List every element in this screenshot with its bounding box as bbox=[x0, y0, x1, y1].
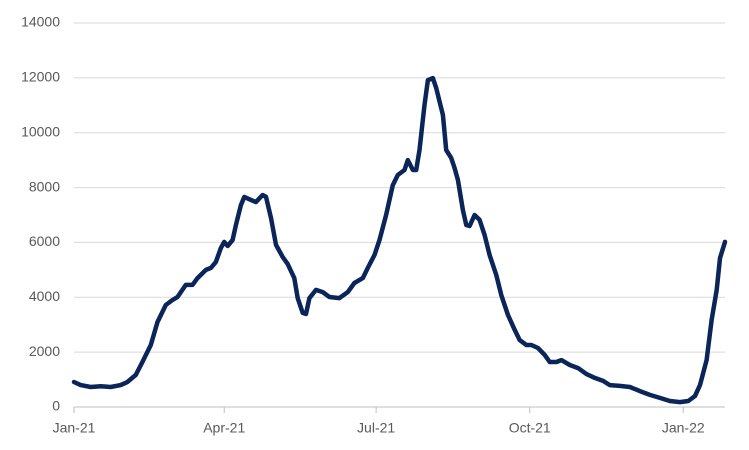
y-tick-label: 4000 bbox=[29, 288, 60, 304]
x-tick-label: Oct-21 bbox=[509, 420, 551, 436]
y-tick-label: 14000 bbox=[21, 14, 60, 30]
y-tick-label: 2000 bbox=[29, 343, 60, 359]
line-series bbox=[71, 75, 728, 405]
x-tick-label: Jan-22 bbox=[662, 420, 705, 436]
x-tick-label: Jan-21 bbox=[53, 420, 96, 436]
y-tick-label: 8000 bbox=[29, 178, 60, 194]
y-tick-label: 12000 bbox=[21, 69, 60, 85]
y-tick-label: 0 bbox=[52, 398, 60, 414]
y-tick-label: 6000 bbox=[29, 233, 60, 249]
y-tick-label: 10000 bbox=[21, 123, 60, 139]
x-tick-label: Jul-21 bbox=[357, 420, 395, 436]
x-tick-label: Apr-21 bbox=[203, 420, 245, 436]
